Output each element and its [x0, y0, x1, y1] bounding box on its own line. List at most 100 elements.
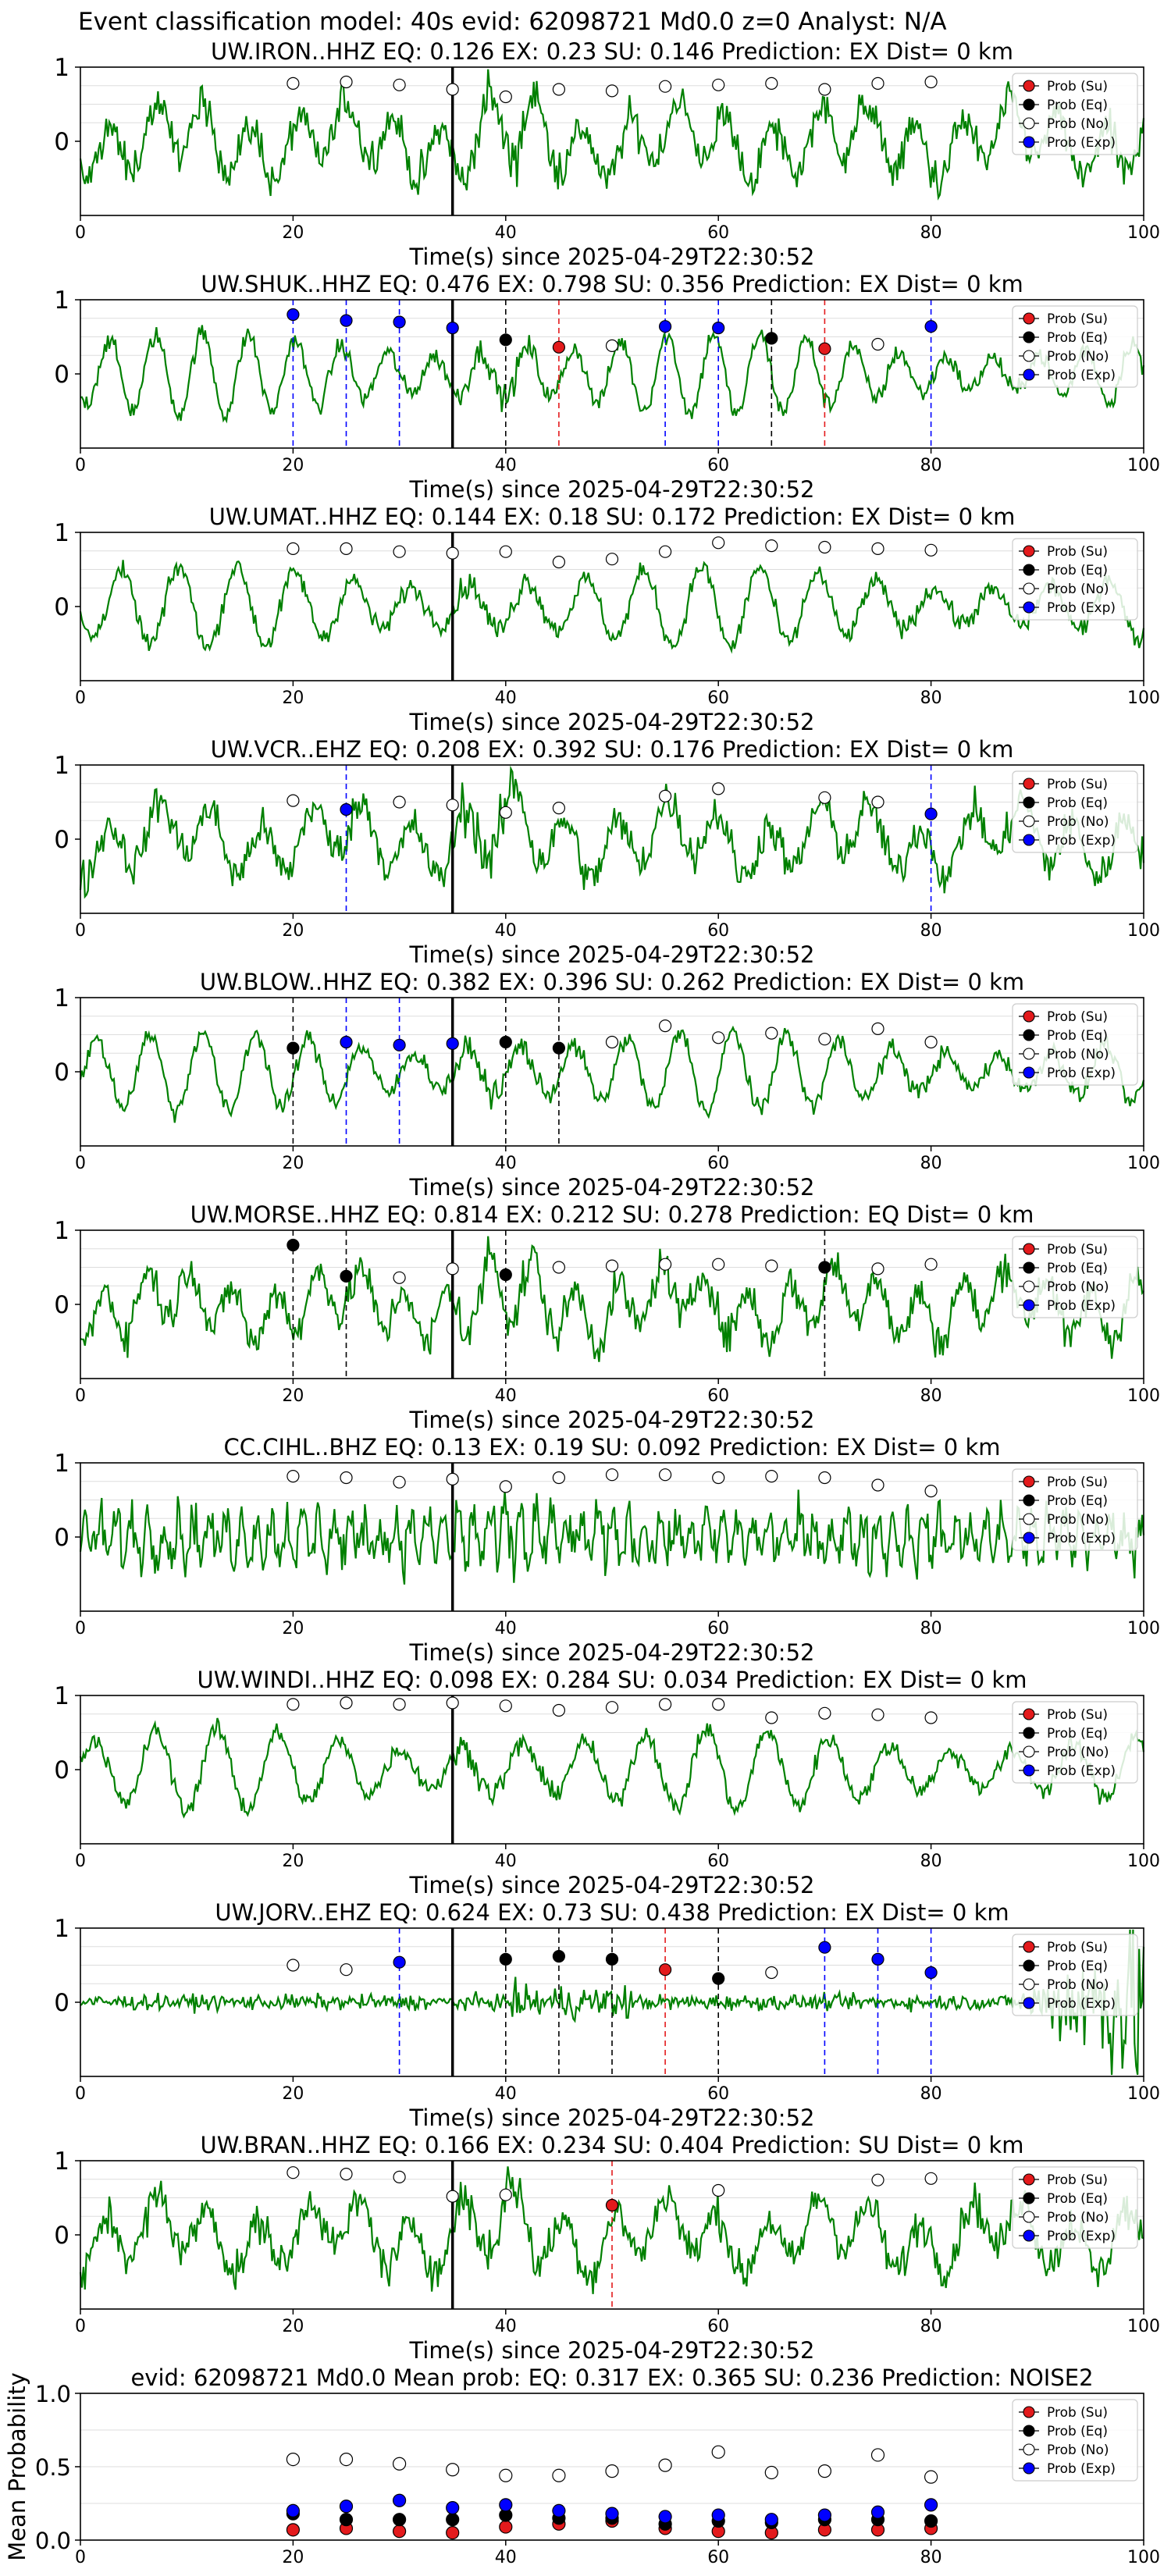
legend-marker-eq	[1023, 1494, 1035, 1507]
legend-marker-su	[1023, 1941, 1035, 1953]
x-tick-label: 100	[1127, 1154, 1160, 1173]
legend-marker-exp	[1023, 2462, 1035, 2475]
mean-prob-point-exp	[446, 2501, 460, 2515]
prob-point-no	[924, 1035, 938, 1049]
x-tick-label: 40	[495, 223, 517, 243]
prob-point-no	[871, 795, 884, 809]
prob-point-no	[499, 1699, 512, 1713]
mean-prob-point-no	[764, 2465, 778, 2480]
prob-point-no	[765, 1259, 778, 1272]
legend-label: Prob (No)	[1047, 814, 1109, 830]
legend-marker-no	[1023, 1745, 1035, 1758]
legend-label: Prob (Eq)	[1047, 2424, 1108, 2439]
panel-title: UW.BRAN..HHZ EQ: 0.166 EX: 0.234 SU: 0.4…	[201, 2132, 1024, 2158]
mean-prob-point-no	[658, 2458, 672, 2472]
waveform-line	[80, 1236, 1144, 1362]
prob-point-exp	[340, 1035, 353, 1049]
legend-label: Prob (Su)	[1047, 311, 1108, 327]
legend-label: Prob (Su)	[1047, 544, 1108, 560]
legend-marker-eq	[1023, 796, 1035, 809]
x-tick-label: 20	[282, 2548, 304, 2567]
y-tick-label: 1	[54, 1915, 69, 1943]
x-tick-label: 20	[282, 688, 304, 708]
mean-prob-point-eq	[924, 2514, 938, 2528]
x-tick-label: 100	[1127, 2084, 1160, 2104]
prob-point-no	[712, 1031, 725, 1044]
x-tick-label: 0	[75, 688, 86, 708]
prob-point-no	[446, 546, 459, 560]
legend-label: Prob (Eq)	[1047, 1959, 1108, 1974]
mean-prob-point-no	[924, 2470, 938, 2484]
prob-point-exp	[712, 322, 725, 335]
prob-point-no	[605, 1035, 619, 1049]
legend-marker-su	[1023, 1708, 1035, 1720]
x-axis-label: Time(s) since 2025-04-29T22:30:52	[409, 709, 815, 735]
y-tick-label: 0	[54, 2222, 69, 2250]
x-tick-label: 0	[75, 2317, 86, 2336]
x-tick-label: 20	[282, 1154, 304, 1173]
legend-label: Prob (Su)	[1047, 777, 1108, 792]
legend-marker-eq	[1023, 331, 1035, 343]
mean-prob-point-eq	[446, 2513, 460, 2527]
x-tick-label: 60	[707, 1154, 729, 1173]
x-tick-label: 20	[282, 921, 304, 941]
y-tick-label: 1	[54, 1217, 69, 1245]
x-tick-label: 0	[75, 223, 86, 243]
panel-title: UW.JORV..EHZ EQ: 0.624 EX: 0.73 SU: 0.43…	[215, 1899, 1009, 1926]
legend-marker-exp	[1023, 601, 1035, 614]
prob-point-no	[712, 78, 725, 91]
mean-prob-point-no	[446, 2463, 460, 2477]
x-tick-label: 80	[920, 2548, 942, 2567]
prob-point-no	[499, 2188, 512, 2201]
legend: Prob (Su) Prob (Eq) Prob (No) Prob (Exp)	[1012, 1934, 1138, 2016]
legend-label: Prob (No)	[1047, 2210, 1109, 2226]
x-tick-label: 100	[1127, 2548, 1160, 2567]
legend-label: Prob (Exp)	[1047, 2461, 1116, 2477]
legend-marker-exp	[1023, 834, 1035, 846]
y-tick-label: 0	[54, 1989, 69, 2017]
x-tick-label: 40	[495, 921, 517, 941]
legend-marker-su	[1023, 1243, 1035, 1255]
mean-prob-point-exp	[924, 2498, 938, 2512]
legend-label: Prob (Su)	[1047, 2172, 1108, 2188]
x-axis-label: Time(s) since 2025-04-29T22:30:52	[409, 941, 815, 968]
legend: Prob (Su) Prob (Eq) Prob (No) Prob (Exp)	[1012, 2166, 1138, 2249]
panel-title: UW.IRON..HHZ EQ: 0.126 EX: 0.23 SU: 0.14…	[211, 38, 1013, 65]
prob-point-no	[605, 1701, 619, 1714]
prob-point-no	[340, 1963, 353, 1976]
prob-point-no	[552, 555, 566, 569]
prob-point-no	[605, 84, 619, 98]
prob-point-no	[287, 2166, 300, 2179]
x-tick-label: 100	[1127, 688, 1160, 708]
prob-point-no	[605, 1468, 619, 1482]
prob-point-no	[499, 545, 512, 558]
legend-label: Prob (Exp)	[1047, 1763, 1116, 1779]
panel-title: UW.MORSE..HHZ EQ: 0.814 EX: 0.212 SU: 0.…	[190, 1201, 1034, 1228]
prob-point-no	[871, 337, 884, 351]
legend-label: Prob (Exp)	[1047, 1996, 1116, 2012]
prob-point-eq	[287, 1041, 300, 1055]
y-tick-label: 1	[54, 519, 69, 547]
prob-point-no	[712, 536, 725, 550]
prob-point-no	[871, 542, 884, 556]
y-tick-label: 0	[54, 1291, 69, 1319]
axes-frame	[80, 299, 1144, 449]
prob-point-no	[712, 1471, 725, 1485]
prob-point-exp	[393, 315, 406, 329]
prob-point-no	[340, 1696, 353, 1710]
panel-title: UW.VCR..EHZ EQ: 0.208 EX: 0.392 SU: 0.17…	[211, 736, 1014, 763]
station-panel: UW.SHUK..HHZ EQ: 0.476 EX: 0.798 SU: 0.3…	[54, 271, 1160, 503]
prob-point-no	[765, 1966, 778, 1980]
legend-marker-eq	[1023, 564, 1035, 576]
prob-point-eq	[287, 1238, 300, 1252]
legend-label: Prob (Exp)	[1047, 1066, 1116, 1081]
prob-point-no	[393, 795, 406, 809]
station-panel: UW.BRAN..HHZ EQ: 0.166 EX: 0.234 SU: 0.4…	[54, 2132, 1160, 2364]
y-tick-label: 0	[54, 593, 69, 621]
prob-point-no	[552, 83, 566, 96]
prob-point-no	[552, 1471, 566, 1485]
mean-prob-point-exp	[764, 2513, 778, 2527]
prob-point-no	[605, 339, 619, 352]
prob-point-no	[658, 1258, 672, 1271]
x-axis-label: Time(s) since 2025-04-29T22:30:52	[409, 1174, 815, 1201]
